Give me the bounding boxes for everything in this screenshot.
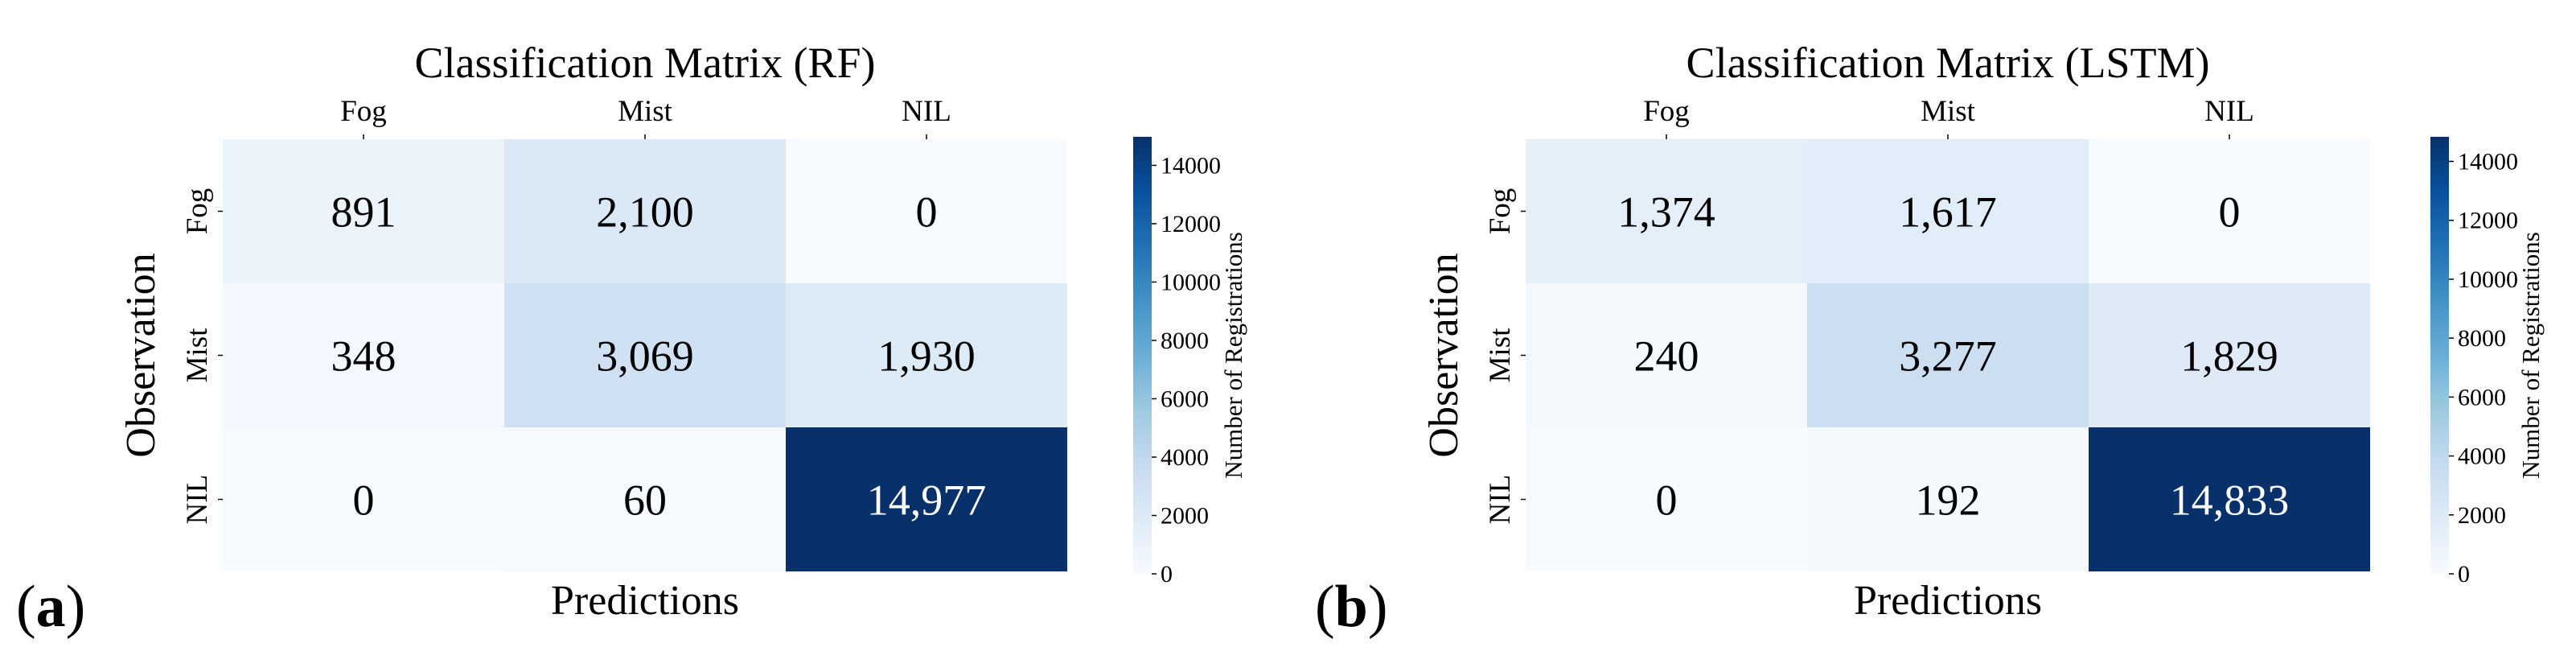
panel-label-open: (: [16, 574, 36, 640]
cell-value-label: 14,977: [867, 476, 987, 525]
cell-value-label: 0: [353, 476, 375, 525]
colorbar-tick-label: 10000: [1161, 269, 1221, 295]
colorbar: [2430, 137, 2449, 574]
heatmap-cell: [1807, 427, 2089, 571]
chart-title: Classification Matrix (RF): [415, 39, 876, 87]
panel-label-letter: b: [1335, 574, 1368, 640]
heatmap-cell: [1526, 283, 1807, 427]
y-tick-label: NIL: [1484, 475, 1517, 525]
cell-value-label: 14,833: [2170, 476, 2290, 525]
colorbar-tick-label: 8000: [2458, 325, 2506, 352]
colorbar-tick-label: 4000: [1161, 444, 1209, 471]
x-axis-label: Predictions: [551, 578, 739, 624]
colorbar-tick-label: 6000: [2458, 384, 2506, 410]
colorbar-tick-label: 0: [2458, 561, 2470, 588]
heatmap-cell: [2089, 427, 2370, 571]
panel-label-close: ): [1368, 574, 1388, 640]
cell-value-label: 3,277: [1899, 332, 1997, 381]
heatmap-panel-a: Classification Matrix (RF) 891 2,100 0 348 3,…: [16, 39, 1247, 640]
colorbar-tick-label: 14000: [1161, 152, 1221, 179]
cell-value-label: 2,100: [596, 188, 694, 237]
cell-value-label: 240: [1634, 332, 1699, 381]
heatmap-cell: [1807, 283, 2089, 427]
colorbar-tick-label: 0: [1161, 561, 1173, 588]
y-tick-label: Fog: [1484, 188, 1517, 235]
y-tick-label: NIL: [181, 475, 214, 525]
x-tick-label: Fog: [340, 95, 387, 128]
colorbar-tick-label: 2000: [2458, 502, 2506, 529]
heatmap-cell: [2089, 139, 2370, 283]
colorbar-tick-label: 4000: [2458, 443, 2506, 470]
heatmap-cell: [786, 427, 1067, 571]
x-tick-label: Fog: [1643, 95, 1690, 128]
y-tick-label: Mist: [1484, 328, 1517, 383]
heatmap-cell: [504, 139, 786, 283]
heatmap-cell: [223, 139, 504, 283]
colorbar-tick-label: 12000: [2458, 208, 2518, 234]
chart-title: Classification Matrix (LSTM): [1687, 39, 2210, 87]
cell-value-label: 0: [1656, 476, 1678, 525]
cell-value-label: 60: [623, 476, 667, 525]
heatmap-cell: [504, 427, 786, 571]
cell-value-label: 348: [331, 332, 396, 381]
cell-value-label: 0: [2219, 188, 2241, 237]
colorbar-tick-label: 10000: [2458, 266, 2518, 293]
heatmap-cell: [504, 283, 786, 427]
heatmap-cell: [2089, 283, 2370, 427]
heatmap-cell: [786, 139, 1067, 283]
heatmap-panel-b: Classification Matrix (LSTM) 1,374 1,617 0 2…: [1315, 39, 2545, 640]
cell-value-label: 1,617: [1899, 188, 1997, 237]
colorbar-tick-label: 6000: [1161, 386, 1209, 412]
panel-label-letter: a: [36, 574, 66, 640]
cell-value-label: 1,930: [877, 332, 976, 381]
cell-value-label: 192: [1916, 476, 1981, 525]
x-tick-label: NIL: [902, 95, 951, 128]
colorbar-label: Number of Registrations: [2516, 232, 2545, 479]
heatmap-cell: [1526, 427, 1807, 571]
heatmap-cell: [1526, 139, 1807, 283]
heatmap-cell: [1807, 139, 2089, 283]
panel-label-open: (: [1315, 574, 1335, 640]
heatmap-cell: [223, 283, 504, 427]
cell-value-label: 891: [331, 188, 396, 237]
x-tick-label: Mist: [618, 95, 673, 128]
panel-label: (a): [16, 574, 85, 640]
heatmap-cell: [786, 283, 1067, 427]
x-tick-label: NIL: [2204, 95, 2254, 128]
y-axis-label: Observation: [118, 253, 164, 457]
y-tick-label: Mist: [181, 328, 214, 383]
y-tick-label: Fog: [181, 188, 214, 235]
cell-value-label: 0: [916, 188, 938, 237]
colorbar-tick-label: 2000: [1161, 502, 1209, 529]
panel-label: (b): [1315, 574, 1387, 640]
panel-label-close: ): [66, 574, 86, 640]
cell-value-label: 1,829: [2180, 332, 2278, 381]
colorbar-tick-label: 8000: [1161, 328, 1209, 354]
colorbar-tick-label: 14000: [2458, 148, 2518, 175]
x-tick-label: Mist: [1921, 95, 1976, 128]
colorbar: [1133, 137, 1152, 574]
x-axis-label: Predictions: [1854, 578, 2042, 624]
cell-value-label: 1,374: [1617, 188, 1715, 237]
y-axis-label: Observation: [1421, 253, 1467, 457]
cell-value-label: 3,069: [596, 332, 694, 381]
colorbar-label: Number of Registrations: [1219, 232, 1247, 479]
heatmap-cell: [223, 427, 504, 571]
colorbar-tick-label: 12000: [1161, 211, 1221, 237]
